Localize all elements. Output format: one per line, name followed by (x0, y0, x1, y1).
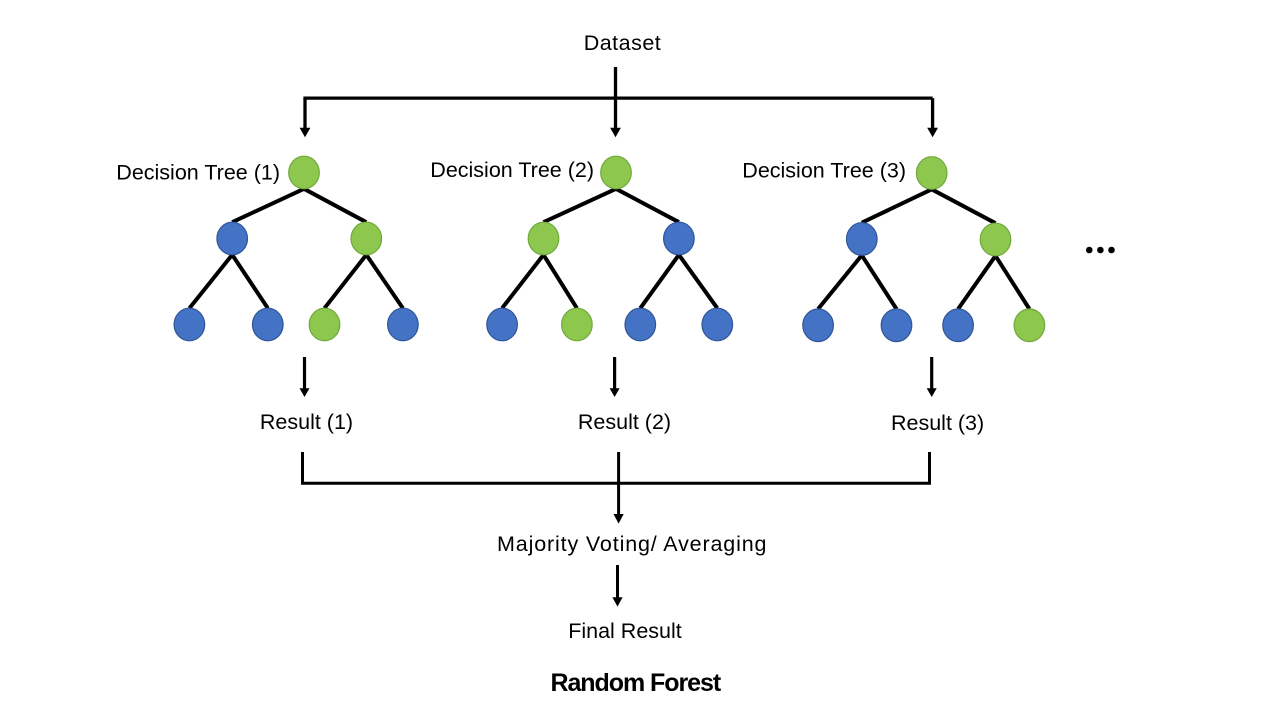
svg-text:Majority Voting/ Averaging: Majority Voting/ Averaging (497, 532, 767, 556)
svg-text:Final Result: Final Result (568, 619, 682, 643)
svg-text:Dataset: Dataset (584, 31, 662, 55)
svg-text:Result (2): Result (2) (578, 410, 671, 434)
svg-text:Decision Tree (3): Decision Tree (3) (742, 159, 906, 183)
svg-text:Random Forest: Random Forest (550, 669, 721, 697)
svg-text:Decision Tree (2): Decision Tree (2) (430, 158, 594, 182)
svg-text:Result (3): Result (3) (891, 411, 984, 435)
svg-text:Result (1): Result (1) (260, 410, 353, 434)
svg-text:Decision Tree (1): Decision Tree (1) (116, 161, 280, 185)
